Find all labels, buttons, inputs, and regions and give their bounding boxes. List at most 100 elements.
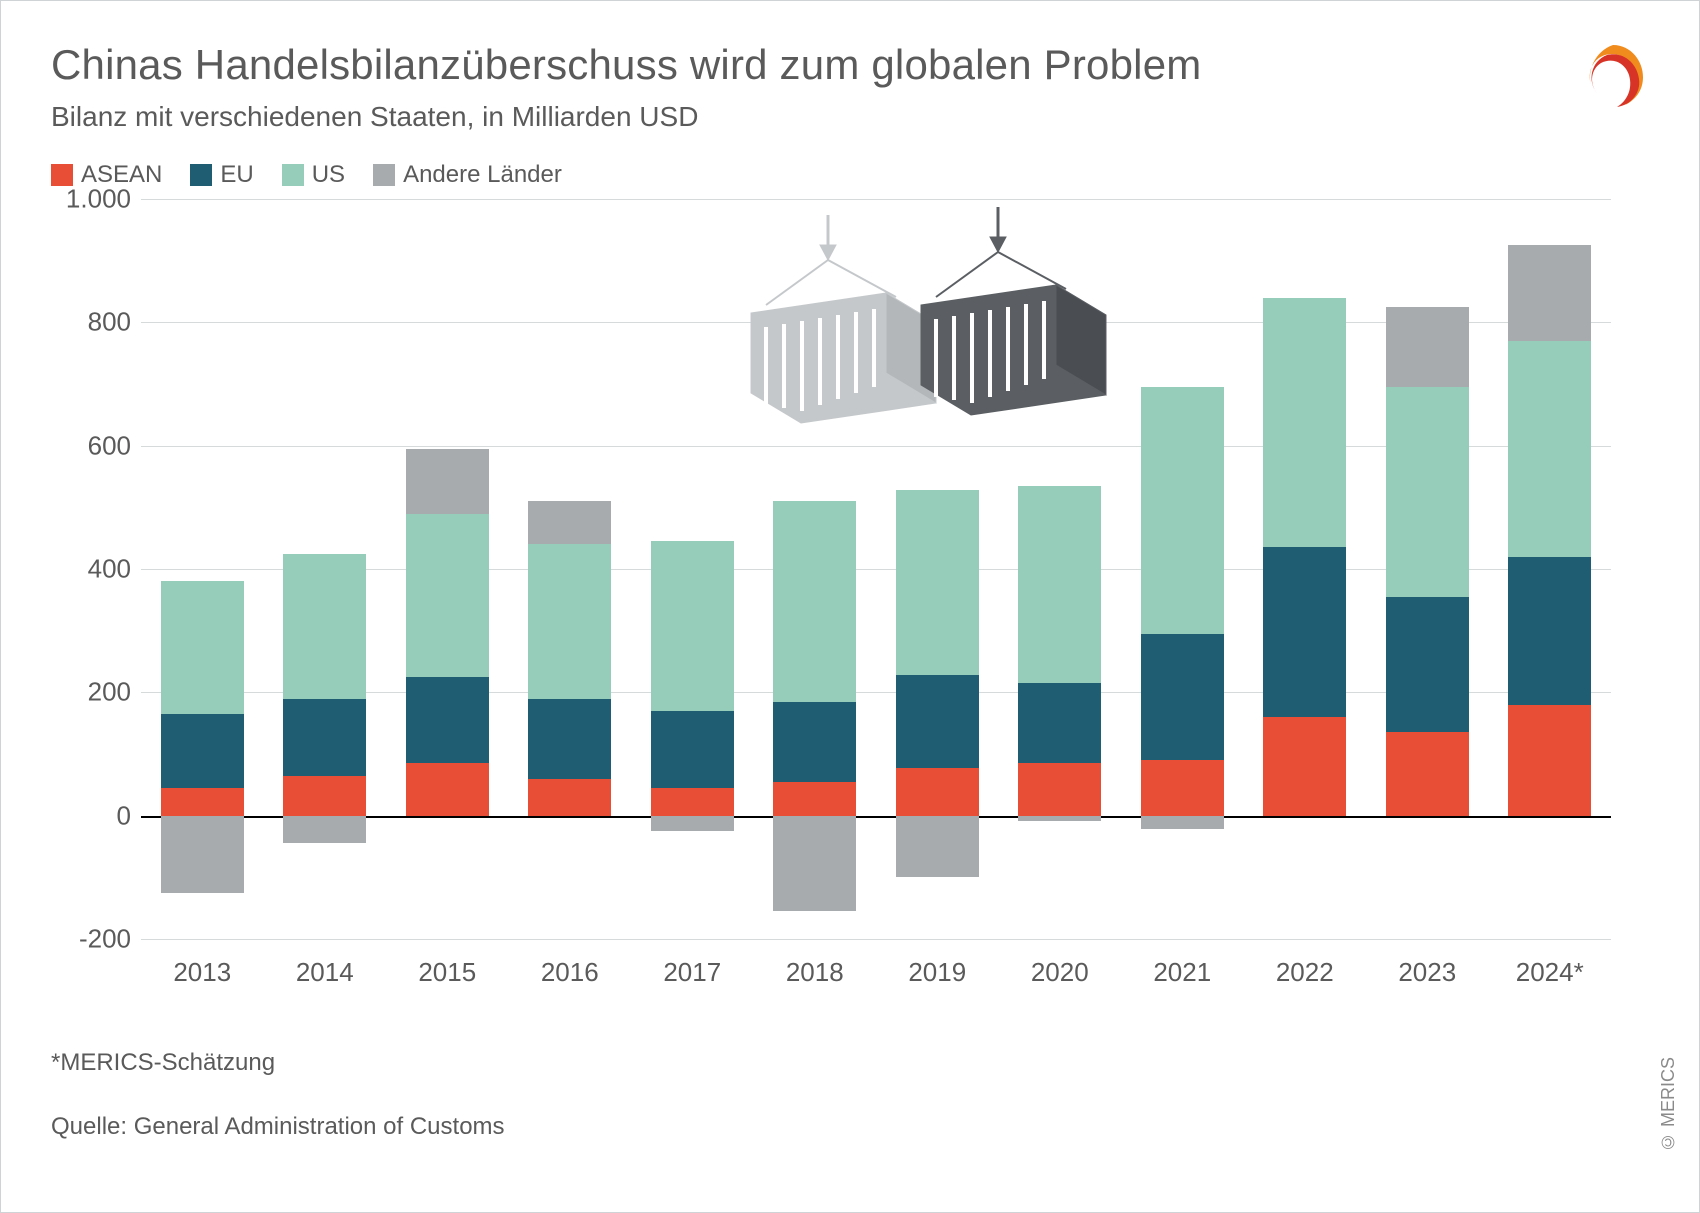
- bar-segment: [406, 514, 489, 677]
- y-axis-label: -200: [51, 924, 131, 955]
- x-axis-label: 2019: [876, 939, 999, 988]
- bar-segment: [528, 779, 611, 816]
- bar-segment: [1018, 683, 1101, 763]
- bar-slot: 2015: [386, 199, 509, 939]
- bar-segment: [161, 581, 244, 714]
- bar-segment: [1018, 763, 1101, 815]
- bar-slot: 2016: [509, 199, 632, 939]
- bar-segment: [161, 788, 244, 816]
- bar-stack-positive: [406, 449, 489, 816]
- bar-segment: [161, 714, 244, 788]
- bar-segment: [773, 702, 856, 782]
- bar-segment: [651, 788, 734, 816]
- legend-swatch: [190, 164, 212, 186]
- bar-segment: [1018, 816, 1101, 821]
- bar-segment: [1141, 387, 1224, 634]
- bar-stack-negative: [651, 816, 734, 831]
- x-axis-label: 2015: [386, 939, 509, 988]
- chart-title: Chinas Handelsbilanzüberschuss wird zum …: [51, 41, 1629, 89]
- bar-segment: [406, 763, 489, 815]
- bar-stack-negative: [1018, 816, 1101, 821]
- bar-stack-positive: [651, 541, 734, 815]
- bar-slot: 2022: [1244, 199, 1367, 939]
- x-axis-label: 2018: [754, 939, 877, 988]
- x-axis-label: 2020: [999, 939, 1122, 988]
- bar-stack-positive: [161, 581, 244, 815]
- bar-segment: [651, 816, 734, 831]
- bar-stack-positive: [773, 501, 856, 815]
- bar-segment: [651, 541, 734, 711]
- footnote: *MERICS-Schätzung: [51, 1049, 1629, 1077]
- bar-segment: [1141, 816, 1224, 830]
- legend-item: US: [282, 161, 345, 189]
- bar-segment: [1508, 557, 1591, 705]
- legend-swatch: [282, 164, 304, 186]
- bar-segment: [1141, 634, 1224, 760]
- bar-segment: [528, 699, 611, 779]
- legend-item: EU: [190, 161, 253, 189]
- bar-stack-negative: [283, 816, 366, 844]
- bar-segment: [1263, 717, 1346, 816]
- bar-segment: [1386, 307, 1469, 387]
- bar-segment: [161, 816, 244, 893]
- copyright: © MERICS: [1658, 1057, 1679, 1152]
- bar-slot: 2013: [141, 199, 264, 939]
- chart-subtitle: Bilanz mit verschiedenen Staaten, in Mil…: [51, 101, 1629, 133]
- bar-segment: [283, 554, 366, 699]
- bar-segment: [651, 711, 734, 788]
- bar-slot: 2023: [1366, 199, 1489, 939]
- bar-stack-negative: [1141, 816, 1224, 830]
- bar-stack-negative: [896, 816, 979, 878]
- merics-logo: [1577, 41, 1649, 118]
- bar-stack-positive: [283, 554, 366, 816]
- legend-label: US: [312, 161, 345, 189]
- bar-stack-positive: [1018, 486, 1101, 816]
- legend-label: EU: [220, 161, 253, 189]
- bar-stack-positive: [1386, 307, 1469, 816]
- bar-segment: [896, 675, 979, 768]
- bar-stack-positive: [1508, 245, 1591, 815]
- x-axis-label: 2017: [631, 939, 754, 988]
- bar-segment: [896, 490, 979, 675]
- bar-segment: [1141, 760, 1224, 816]
- bar-segment: [528, 501, 611, 544]
- bar-segment: [1386, 597, 1469, 733]
- legend-item: Andere Länder: [373, 161, 562, 189]
- bar-stack-negative: [161, 816, 244, 893]
- bar-segment: [1508, 705, 1591, 816]
- bar-segment: [1508, 341, 1591, 557]
- bar-stack-positive: [1141, 387, 1224, 816]
- y-axis-label: 600: [51, 430, 131, 461]
- x-axis-label: 2014: [264, 939, 387, 988]
- bar-segment: [528, 544, 611, 698]
- legend-label: Andere Länder: [403, 161, 562, 189]
- containers-illustration: [736, 205, 1116, 435]
- chart-frame: Chinas Handelsbilanzüberschuss wird zum …: [0, 0, 1700, 1213]
- bar-segment: [896, 816, 979, 878]
- x-axis-label: 2021: [1121, 939, 1244, 988]
- bar-segment: [283, 776, 366, 816]
- bar-segment: [1386, 732, 1469, 815]
- source-line: Quelle: General Administration of Custom…: [51, 1113, 1629, 1141]
- x-axis-label: 2023: [1366, 939, 1489, 988]
- chart-area: 2013201420152016201720182019202020212022…: [51, 199, 1611, 979]
- bar-stack-negative: [773, 816, 856, 912]
- y-axis-label: 800: [51, 307, 131, 338]
- bar-stack-positive: [896, 490, 979, 816]
- bar-segment: [1508, 245, 1591, 341]
- y-axis-label: 0: [51, 800, 131, 831]
- bar-stack-positive: [1263, 298, 1346, 816]
- bar-segment: [406, 677, 489, 763]
- x-axis-label: 2024*: [1489, 939, 1612, 988]
- bar-stack-positive: [528, 501, 611, 815]
- y-axis-label: 400: [51, 554, 131, 585]
- bar-segment: [283, 816, 366, 844]
- legend-swatch: [373, 164, 395, 186]
- x-axis-label: 2013: [141, 939, 264, 988]
- bar-slot: 2021: [1121, 199, 1244, 939]
- x-axis-label: 2022: [1244, 939, 1367, 988]
- bar-slot: 2014: [264, 199, 387, 939]
- bar-segment: [1386, 387, 1469, 597]
- y-axis-label: 200: [51, 677, 131, 708]
- bar-segment: [283, 699, 366, 776]
